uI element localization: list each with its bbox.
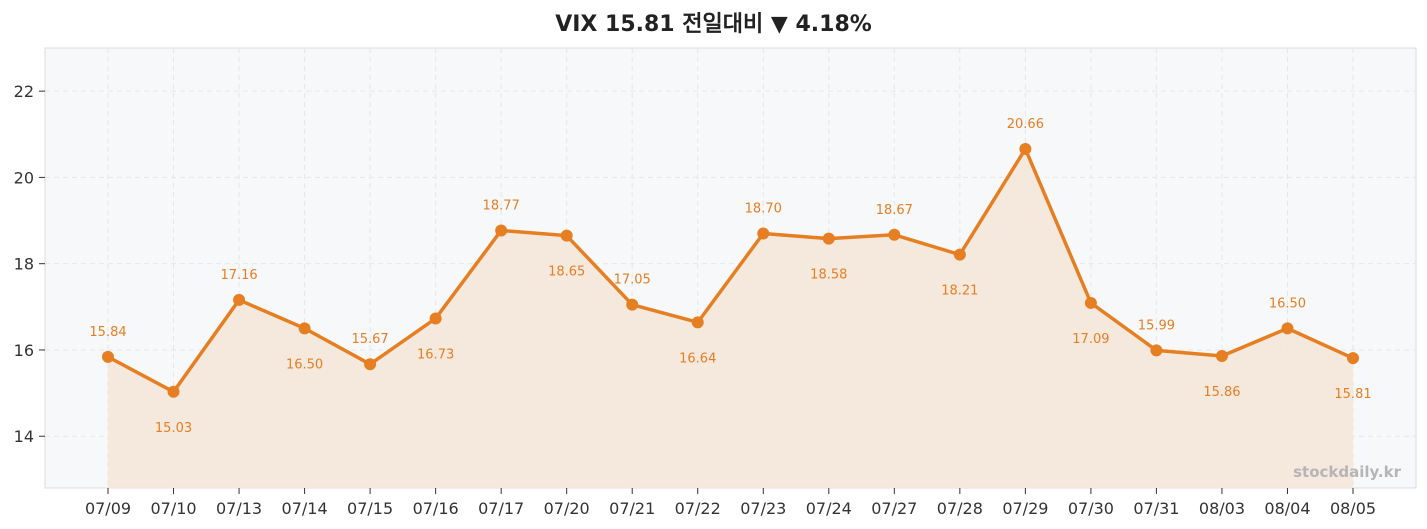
x-tick-label: 07/17	[478, 499, 524, 518]
data-label: 16.64	[679, 351, 716, 366]
data-point	[298, 322, 311, 335]
data-point	[560, 229, 573, 242]
x-tick-label: 07/24	[806, 499, 852, 518]
x-tick-label: 07/14	[282, 499, 328, 518]
x-tick-label: 07/09	[85, 499, 131, 518]
x-tick-label: 07/10	[150, 499, 196, 518]
y-tick-label: 18	[14, 255, 34, 274]
data-label: 15.86	[1203, 385, 1240, 400]
data-label: 17.16	[220, 268, 257, 283]
data-point	[1281, 322, 1294, 335]
y-tick-label: 14	[14, 427, 34, 446]
data-label: 16.50	[1269, 296, 1306, 311]
data-label-layer: 15.84 15.03 17.16 16.50 15.67 16.73 18.77 18.65…	[89, 117, 1371, 436]
data-point-layer	[102, 142, 1359, 398]
x-tick-label: 08/05	[1330, 499, 1376, 518]
data-point	[233, 293, 246, 306]
data-point	[1150, 344, 1163, 357]
x-axis-ticks: 07/09 07/10 07/13 07/14 07/15 07/16 07/17 07/20…	[85, 488, 1376, 518]
data-point	[691, 316, 704, 329]
data-point	[822, 232, 835, 245]
data-point	[364, 358, 377, 371]
x-tick-label: 07/31	[1133, 499, 1179, 518]
series-line	[106, 147, 1355, 394]
data-point	[1347, 352, 1359, 365]
x-tick-label: 07/15	[347, 499, 393, 518]
series-area-fill	[108, 148, 1353, 489]
data-label: 15.99	[1138, 318, 1175, 333]
data-point	[1019, 142, 1032, 155]
data-label: 20.66	[1007, 117, 1044, 132]
x-tick-label: 07/28	[937, 499, 983, 518]
data-label: 16.50	[286, 357, 323, 372]
series-line-layer	[106, 147, 1355, 394]
data-label: 18.58	[810, 268, 847, 283]
data-label: 15.67	[351, 332, 388, 347]
data-point	[757, 227, 770, 240]
data-label: 17.09	[1072, 332, 1109, 347]
data-point	[167, 385, 180, 398]
x-tick-label: 07/29	[1002, 499, 1048, 518]
data-label: 15.84	[89, 325, 126, 340]
chart-title: VIX 15.81 전일대비 ▼ 4.18%	[555, 12, 872, 37]
data-point	[1084, 296, 1097, 309]
data-label: 18.70	[745, 201, 782, 216]
x-tick-label: 07/16	[413, 499, 459, 518]
data-label: 18.67	[876, 203, 913, 218]
y-tick-label: 22	[14, 82, 34, 101]
data-point	[102, 350, 114, 363]
y-tick-label: 16	[14, 341, 34, 360]
x-tick-label: 07/30	[1068, 499, 1114, 518]
data-label: 16.73	[417, 347, 454, 362]
x-tick-label: 07/22	[675, 499, 721, 518]
data-point	[429, 312, 442, 325]
x-tick-label: 08/03	[1199, 499, 1245, 518]
data-label: 18.21	[941, 284, 978, 299]
data-point	[495, 224, 508, 237]
watermark: stockdaily.kr	[1293, 463, 1401, 481]
x-tick-label: 07/13	[216, 499, 262, 518]
y-tick-label: 20	[14, 168, 34, 187]
data-label: 18.77	[483, 198, 520, 213]
x-tick-label: 08/04	[1264, 499, 1310, 518]
y-axis-ticks: 14 16 18 20 22	[14, 82, 45, 446]
data-point	[953, 248, 966, 261]
data-label: 18.65	[548, 265, 585, 280]
x-tick-label: 07/27	[871, 499, 917, 518]
data-point	[888, 228, 901, 241]
x-tick-label: 07/21	[609, 499, 655, 518]
area-fill-layer	[108, 148, 1353, 489]
x-tick-label: 07/20	[544, 499, 590, 518]
data-label: 17.05	[614, 273, 651, 288]
data-label: 15.03	[155, 421, 192, 436]
data-point	[1215, 350, 1228, 362]
x-tick-label: 07/23	[740, 499, 786, 518]
data-point	[626, 298, 639, 311]
data-label: 15.81	[1334, 387, 1371, 402]
